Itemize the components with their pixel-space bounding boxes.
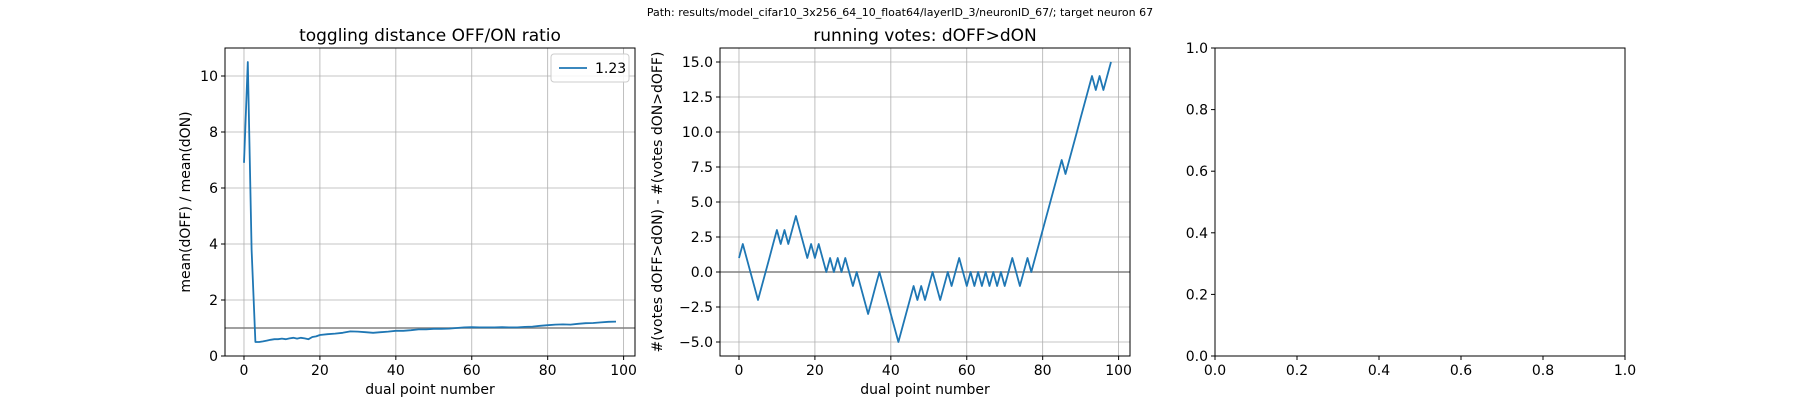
y-tick-label: 0.2 bbox=[1186, 287, 1208, 303]
y-tick-label: 2.5 bbox=[691, 230, 713, 246]
x-tick-label: 0.0 bbox=[1204, 363, 1226, 379]
y-tick-label: 5.0 bbox=[691, 195, 713, 211]
y-tick-label: −5.0 bbox=[679, 335, 713, 351]
y-tick-label: 7.5 bbox=[691, 160, 713, 176]
legend-label: 1.23 bbox=[595, 61, 626, 77]
legend-box bbox=[550, 53, 630, 83]
panel-empty-axes: 0.0 0.2 0.4 0.6 0.8 1.0 0.0 0.2 0.4 0.6 0.8 1.0 bbox=[1186, 41, 1636, 379]
x-axis-label: dual point number bbox=[365, 382, 495, 398]
x-tick-label: 60 bbox=[463, 363, 481, 379]
x-tick-label: 20 bbox=[806, 363, 824, 379]
panel-votes-chart: 0 20 40 60 80 100 −5.0 −2.5 0.0 2.5 5.0 7.5 10.0 12.5… bbox=[650, 26, 1132, 398]
axes-frame bbox=[1214, 47, 1626, 357]
x-tick-label: 20 bbox=[311, 363, 329, 379]
x-tick-label: 0.4 bbox=[1368, 363, 1390, 379]
x-axis-label: dual point number bbox=[860, 382, 990, 398]
y-tick-label: 1.0 bbox=[1186, 41, 1208, 57]
x-tick-label: 0.8 bbox=[1532, 363, 1554, 379]
y-tick-label: 6 bbox=[209, 181, 218, 197]
x-tick-label: 100 bbox=[610, 363, 637, 379]
y-tick-label: 12.5 bbox=[682, 90, 713, 106]
y-tick-label: 0.6 bbox=[1186, 164, 1208, 180]
y-tick-label: 10 bbox=[200, 69, 218, 85]
y-tick-label: 0.4 bbox=[1186, 226, 1208, 242]
y-tick-label: 0.0 bbox=[1186, 349, 1208, 365]
y-tick-label: −2.5 bbox=[679, 300, 713, 316]
y-tick-label: 8 bbox=[209, 125, 218, 141]
panel-ratio-chart: 0 20 40 60 80 100 0 2 4 6 8 10 toggling distance OFF… bbox=[178, 26, 637, 398]
y-tick-label: 2 bbox=[209, 293, 218, 309]
x-tick-label: 80 bbox=[1034, 363, 1052, 379]
y-tick-label: 15.0 bbox=[682, 55, 713, 71]
x-tick-label: 40 bbox=[882, 363, 900, 379]
y-tick-label: 4 bbox=[209, 237, 218, 253]
y-tick-label: 10.0 bbox=[682, 125, 713, 141]
series-line bbox=[738, 61, 1112, 343]
x-tick-label: 0 bbox=[735, 363, 744, 379]
chart-title: toggling distance OFF/ON ratio bbox=[299, 26, 561, 46]
x-tick-label: 0.6 bbox=[1450, 363, 1472, 379]
x-tick-label: 1.0 bbox=[1614, 363, 1636, 379]
x-tick-label: 0.2 bbox=[1286, 363, 1308, 379]
x-tick-label: 100 bbox=[1105, 363, 1132, 379]
x-tick-label: 40 bbox=[387, 363, 405, 379]
y-tick-label: 0.0 bbox=[691, 265, 713, 281]
y-axis-label: mean(dOFF) / mean(dON) bbox=[178, 111, 194, 292]
x-tick-label: 0 bbox=[240, 363, 249, 379]
axes-frame bbox=[224, 47, 636, 357]
series-line bbox=[243, 61, 617, 343]
chart-title: running votes: dOFF>dON bbox=[813, 26, 1036, 46]
y-axis-label: #(votes dOFF>dON) - #(votes dON>dOFF) bbox=[650, 52, 666, 353]
y-tick-label: 0 bbox=[209, 349, 218, 365]
suptitle: Path: results/model_cifar10_3x256_64_10_… bbox=[647, 6, 1153, 19]
x-tick-label: 60 bbox=[958, 363, 976, 379]
x-tick-label: 80 bbox=[539, 363, 557, 379]
y-tick-label: 0.8 bbox=[1186, 103, 1208, 119]
